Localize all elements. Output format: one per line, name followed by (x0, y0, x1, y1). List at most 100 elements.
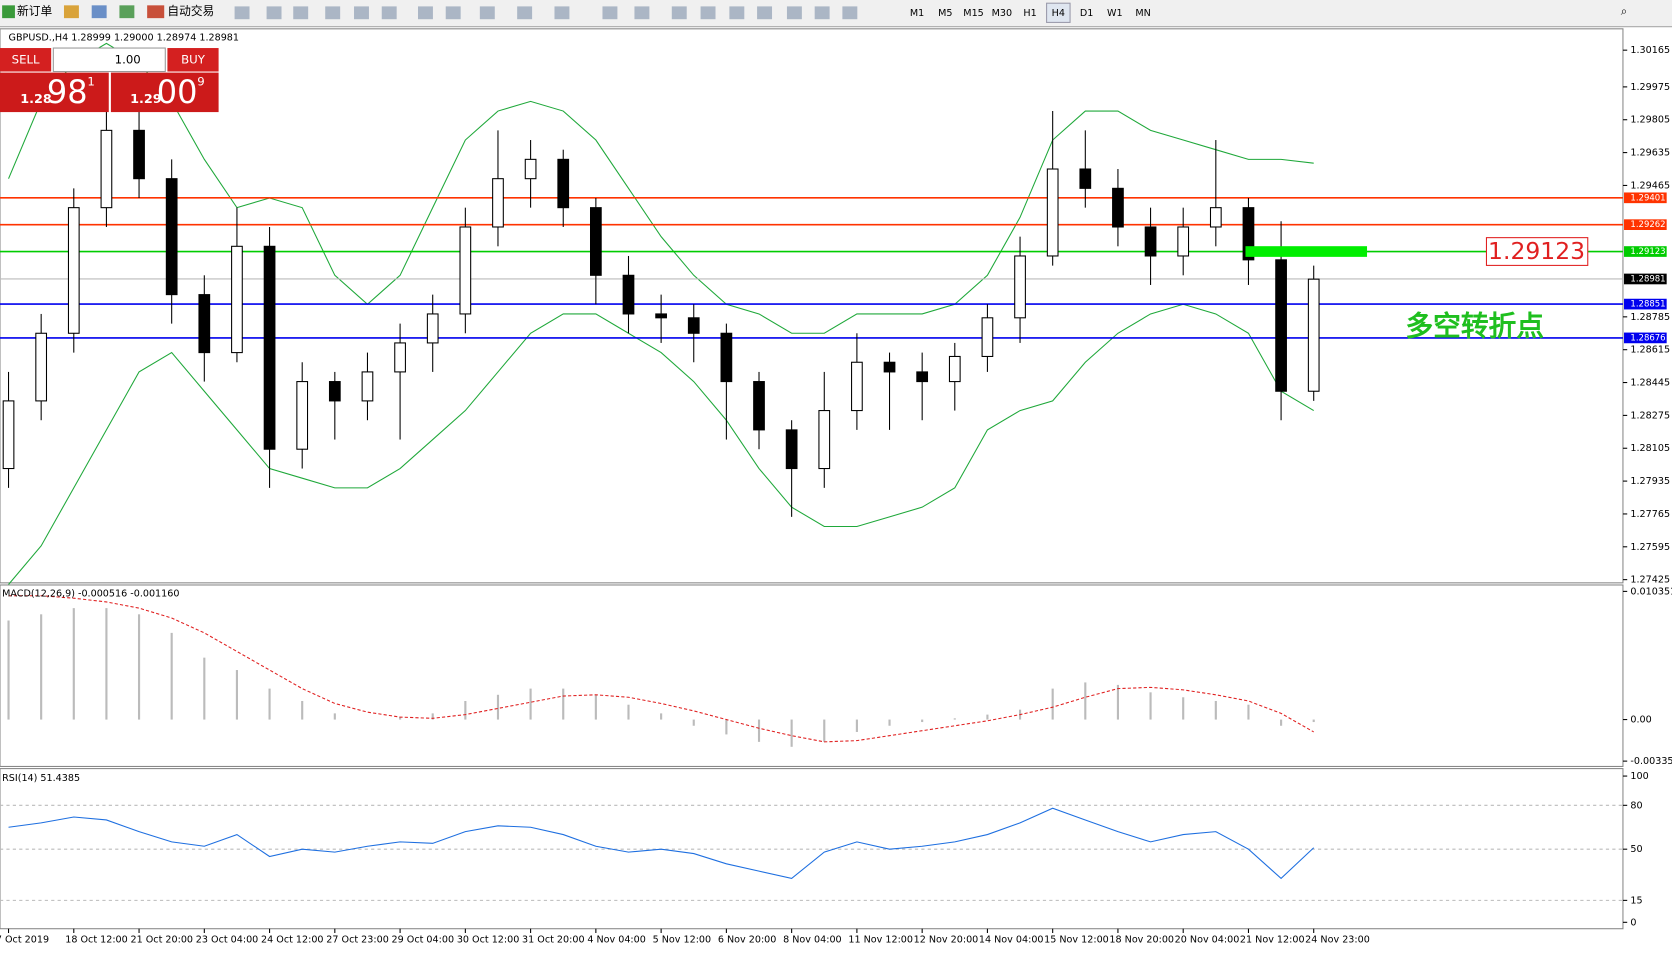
y-tick-label: 1.29805 (1630, 115, 1670, 126)
toolbar-tools: M1 M5 M15 M30 H1 H4 D1 W1 MN (234, 2, 1151, 23)
price-callout (1485, 237, 1589, 266)
tool-icon[interactable] (325, 6, 341, 20)
tool-icon[interactable] (757, 6, 773, 20)
x-tick-label: 5 Nov 12:00 (653, 934, 712, 945)
macd-bar (1312, 719, 1315, 723)
timeframe[interactable]: H1 (1023, 8, 1036, 19)
bollinger-band (8, 303, 1314, 585)
candle-body (1144, 226, 1157, 257)
tool-icon[interactable] (729, 6, 745, 20)
tool-icon[interactable] (700, 6, 716, 20)
timeframe[interactable]: MN (1135, 8, 1150, 19)
candle-body (1209, 207, 1222, 228)
tool-icon[interactable] (293, 6, 309, 20)
current-price-tag (1624, 273, 1667, 285)
candle-body (459, 226, 472, 315)
tool-icon[interactable] (554, 6, 570, 20)
candle-body (492, 178, 504, 228)
candle-body (1014, 255, 1026, 319)
x-tick-label: 24 Nov 23:00 (1305, 934, 1370, 945)
x-tick-label: 6 Nov 20:00 (718, 934, 777, 945)
level-tag (1624, 219, 1667, 231)
lot[interactable]: 1.00 (115, 52, 141, 66)
level-tag (1624, 192, 1667, 204)
candle-body (753, 381, 765, 431)
buy-label[interactable]: BUY (181, 52, 206, 66)
candle-body (524, 158, 537, 180)
icon[interactable] (63, 5, 79, 19)
candle-body (1046, 168, 1059, 257)
timeframe[interactable]: D1 (1080, 8, 1093, 19)
timeframe[interactable]: M1 (910, 8, 924, 19)
bid-box[interactable] (0, 72, 109, 113)
candle-body (720, 332, 733, 383)
macd-bar (301, 700, 304, 720)
timeframe[interactable]: M30 (992, 8, 1012, 19)
sell-button[interactable] (0, 48, 52, 72)
buy-button[interactable] (167, 48, 219, 72)
macd-bar (203, 657, 206, 720)
tool-icon[interactable] (671, 6, 687, 20)
macd-bar (268, 688, 271, 720)
x-tick-label: 11 Nov 12:00 (848, 934, 913, 945)
tool-icon[interactable] (814, 6, 830, 20)
y-tick-label: 1.27425 (1630, 575, 1670, 586)
timeframe[interactable]: M15 (963, 8, 983, 19)
macd-bar (823, 719, 826, 742)
tool-icon[interactable] (479, 6, 495, 20)
candle-body (1307, 278, 1320, 392)
chart-title: GBPUSD.,H4 1.28999 1.29000 1.28974 1.289… (9, 32, 239, 43)
macd-bar (1247, 704, 1250, 720)
sell-label[interactable]: SELL (12, 52, 40, 66)
candle-body (328, 381, 341, 402)
x-tick-label: 20 Nov 04:00 (1175, 934, 1240, 945)
search-icon[interactable]: ⌕ (1621, 4, 1628, 18)
candle-body (35, 332, 48, 402)
icon[interactable] (119, 5, 135, 19)
macd-bar (235, 670, 239, 720)
timeframe[interactable]: M5 (938, 8, 952, 19)
tool-icon[interactable] (634, 6, 650, 20)
new-order[interactable]: 新订单 (17, 4, 52, 18)
timeframe[interactable]: W1 (1107, 8, 1123, 19)
tool-icon[interactable] (354, 6, 369, 20)
tool-icon[interactable] (234, 6, 250, 20)
tool-icon[interactable] (842, 6, 858, 20)
macd-bar (137, 614, 141, 720)
y-tick-label: 0 (1630, 917, 1636, 928)
lot-input[interactable] (52, 47, 166, 73)
y-tick-label: 0.00 (1630, 715, 1651, 726)
macd-bar (855, 719, 858, 732)
timeframe-active[interactable] (1046, 2, 1071, 23)
tool-icon[interactable] (786, 6, 802, 20)
new-order-icon[interactable] (2, 5, 15, 19)
level-label: 1.28676 (1630, 333, 1665, 343)
ask-box[interactable] (110, 72, 219, 113)
candle-body (948, 355, 961, 383)
candle-body (785, 429, 798, 470)
auto-trade-icon[interactable] (147, 5, 165, 19)
macd-bar (757, 719, 761, 742)
candle-body (67, 207, 80, 334)
timeframe[interactable]: H4 (1052, 8, 1065, 19)
auto-trade[interactable]: 自动交易 (167, 4, 214, 18)
y-tick-label: 1.28785 (1630, 312, 1670, 323)
tool-icon[interactable] (381, 6, 397, 20)
tool-icon[interactable] (517, 6, 533, 20)
y-tick-label: 1.29975 (1630, 82, 1670, 93)
tool-icon[interactable] (266, 6, 282, 20)
tool-icon[interactable] (418, 6, 433, 20)
icon[interactable] (91, 5, 107, 19)
macd-bar (1116, 684, 1120, 720)
macd-bar (1182, 697, 1185, 720)
toolbar (0, 0, 1672, 27)
tool-icon[interactable] (445, 6, 461, 20)
ask-big: 1.29 (130, 92, 162, 107)
y-tick-label: 15 (1630, 895, 1642, 906)
y-tick-label: 1.28445 (1630, 378, 1670, 389)
tool-icon[interactable] (602, 6, 618, 20)
candle-body (883, 361, 896, 373)
macd-pane (0, 584, 1624, 767)
candle-body (133, 129, 145, 180)
